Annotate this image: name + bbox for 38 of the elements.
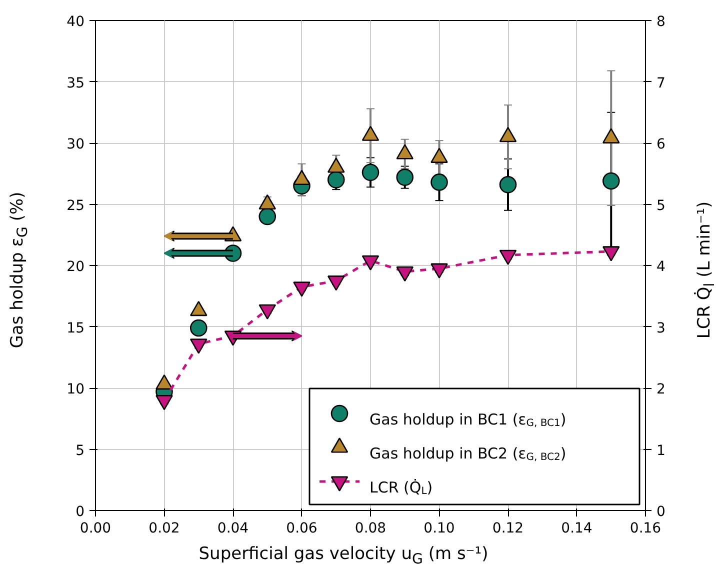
point xyxy=(362,255,380,270)
point xyxy=(156,394,173,410)
x-tick-label: 0.00 xyxy=(80,520,112,536)
y-tick-label: 10 xyxy=(66,382,85,398)
y2-tick-label: 7 xyxy=(656,75,666,92)
x-tick-label: 0.02 xyxy=(148,520,180,536)
y-tick-label: 40 xyxy=(66,14,85,30)
y-tick-label: 20 xyxy=(66,259,85,275)
y-tick-label: 30 xyxy=(66,136,85,152)
x-axis-title: Superficial gas velocity u$_{G}$ (m s⁻¹) xyxy=(198,544,490,568)
y2-tick-label: 0 xyxy=(656,504,666,520)
y-tick-label: 25 xyxy=(66,198,85,214)
y2-tick-label: 5 xyxy=(656,198,666,214)
y2-tick-label: 3 xyxy=(656,320,666,336)
x-tick-label: 0.16 xyxy=(630,520,662,536)
point xyxy=(430,263,448,278)
y2-tick-label: 4 xyxy=(656,259,666,275)
y2-tick-label: 2 xyxy=(656,382,666,398)
y-tick-label: 5 xyxy=(76,442,85,459)
x-tick-label: 0.12 xyxy=(492,520,524,536)
point xyxy=(602,246,620,262)
x-tick-label: 0.14 xyxy=(561,520,592,536)
y-tick-label: 35 xyxy=(66,75,85,92)
point xyxy=(499,250,517,265)
y2-tick-label: 6 xyxy=(656,136,666,152)
x-tick-label: 0.04 xyxy=(217,520,249,536)
y-tick-label: 0 xyxy=(76,504,85,520)
y-tick-label: 15 xyxy=(66,320,85,336)
point xyxy=(190,338,208,354)
point xyxy=(258,304,276,320)
y2-tick-label: 8 xyxy=(656,14,666,30)
point xyxy=(396,266,414,282)
point xyxy=(327,276,345,291)
y2-tick-label: 1 xyxy=(656,442,666,459)
x-tick-label: 0.06 xyxy=(286,520,318,536)
x-tick-label: 0.08 xyxy=(354,520,386,536)
point xyxy=(293,282,310,297)
x-tick-label: 0.10 xyxy=(424,520,455,536)
